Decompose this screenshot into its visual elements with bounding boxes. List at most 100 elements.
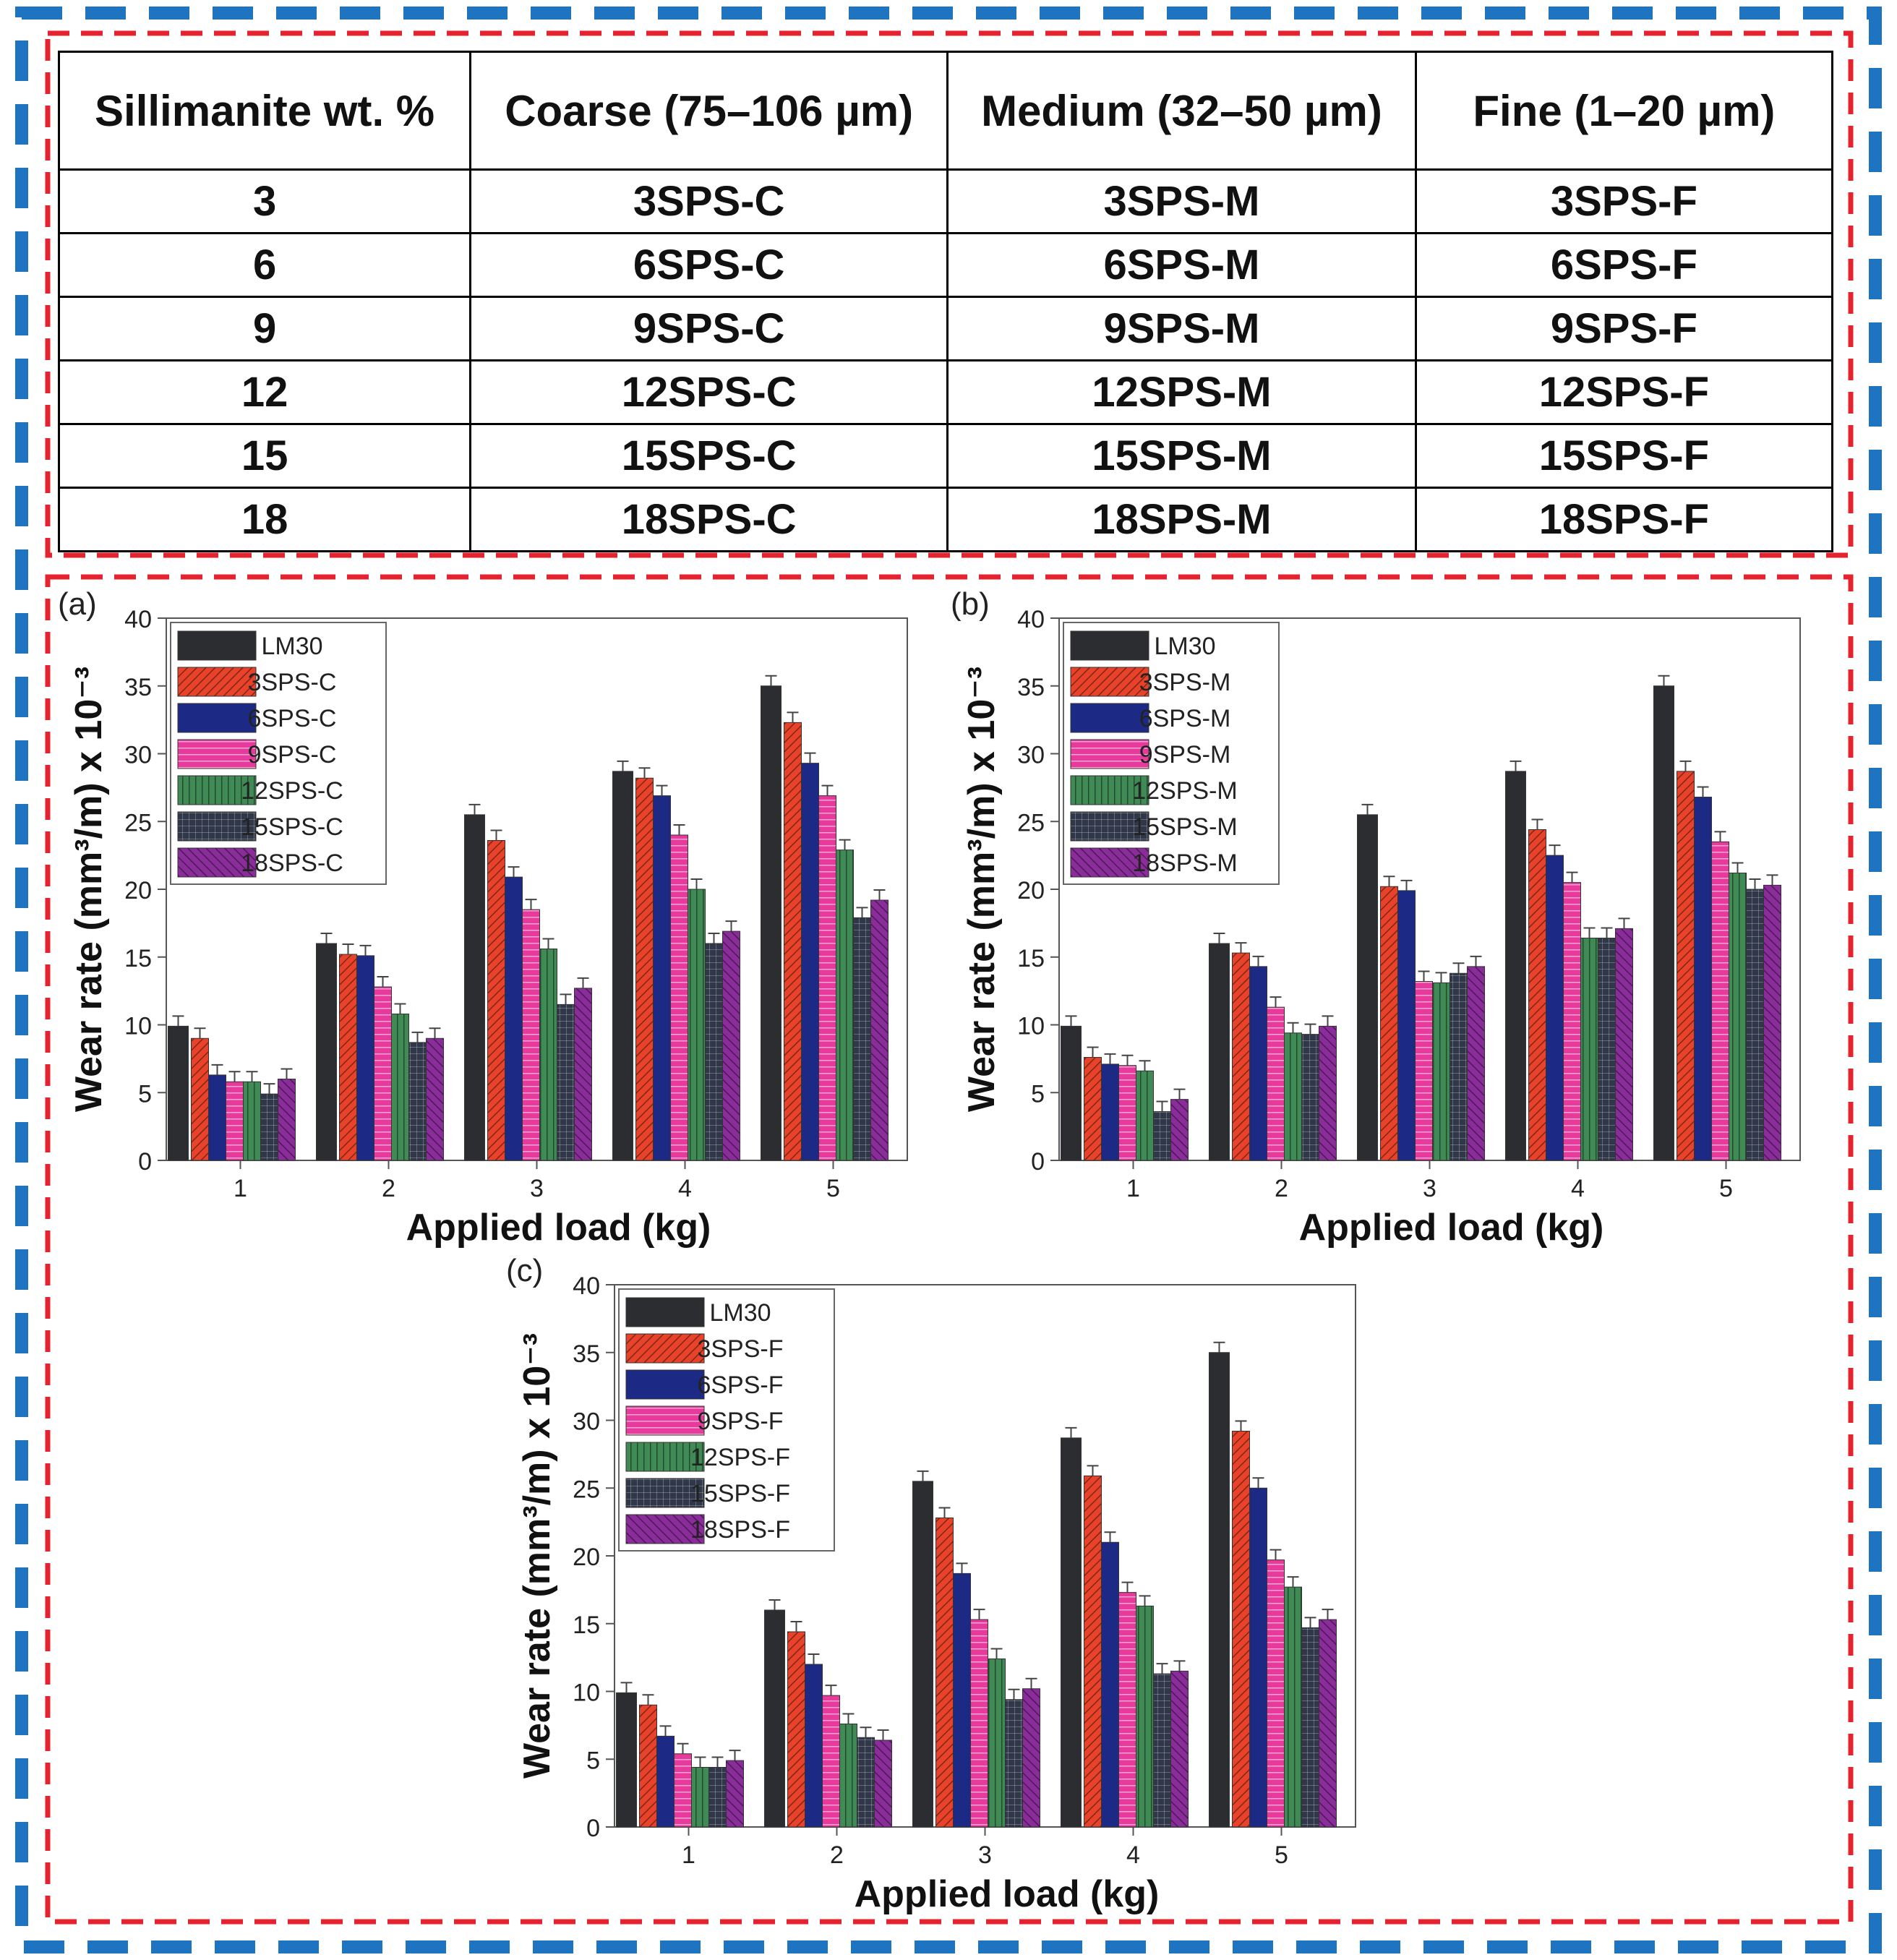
header-medium: Medium (32–50 µm) — [946, 51, 1417, 171]
y-tick-label: 15 — [1017, 945, 1045, 972]
bar — [1319, 1619, 1337, 1828]
header-wt-percent: Sillimanite wt. % — [57, 51, 472, 171]
legend-label: 18SPS-C — [241, 850, 343, 877]
legend-swatch — [177, 703, 257, 733]
table-cell: 3SPS-C — [469, 168, 949, 234]
bar — [1084, 1057, 1102, 1161]
bar — [1118, 1592, 1136, 1828]
legend-label: 12SPS-C — [241, 777, 343, 805]
bar — [1153, 1673, 1171, 1828]
bar — [1653, 685, 1674, 1161]
x-tick-label: 4 — [678, 1175, 692, 1202]
bar — [722, 930, 740, 1161]
bar — [191, 1037, 209, 1161]
legend-swatch — [625, 1478, 705, 1508]
legend-swatch — [625, 1369, 705, 1400]
y-tick-label: 10 — [1017, 1013, 1045, 1040]
table-cell: 15 — [57, 423, 472, 489]
legend-label: LM30 — [1154, 633, 1215, 660]
bar — [1136, 1605, 1154, 1828]
y-tick-label: 5 — [1031, 1080, 1045, 1108]
table-row: 6 6SPS-C 6SPS-M 6SPS-F — [57, 232, 1834, 298]
bar — [764, 1609, 785, 1828]
bar — [935, 1518, 954, 1828]
bar — [870, 899, 888, 1161]
table-row: 18 18SPS-C 18SPS-M 18SPS-F — [57, 487, 1834, 552]
legend-label: 3SPS-F — [697, 1335, 783, 1363]
bar — [1061, 1025, 1082, 1161]
y-tick-label: 25 — [573, 1476, 600, 1503]
bar — [539, 949, 557, 1161]
table-cell: 18SPS-F — [1414, 487, 1834, 552]
legend-swatch — [1070, 703, 1149, 733]
bar — [1209, 943, 1230, 1161]
table-cell: 15SPS-F — [1414, 423, 1834, 489]
table-cell: 9SPS-M — [946, 296, 1417, 361]
y-tick-label: 10 — [124, 1013, 152, 1040]
bar — [1729, 873, 1747, 1161]
legend-label: 6SPS-C — [248, 705, 337, 732]
bar — [1284, 1032, 1302, 1161]
table-cell: 12 — [57, 359, 472, 425]
legend-label: 12SPS-M — [1132, 777, 1238, 805]
panel-label: (b) — [951, 586, 990, 622]
bar — [1301, 1034, 1319, 1161]
bar — [1170, 1099, 1189, 1161]
bar — [1301, 1627, 1319, 1828]
legend-label: 9SPS-F — [697, 1408, 783, 1435]
legend-label: 6SPS-M — [1139, 705, 1231, 732]
bar — [1677, 771, 1695, 1161]
legend-swatch — [1070, 630, 1149, 661]
table-cell: 6 — [57, 232, 472, 298]
y-tick-label: 25 — [1017, 809, 1045, 836]
charts-dashed-border — [45, 574, 1854, 1925]
bar — [1022, 1688, 1040, 1828]
table-row: 15 15SPS-C 15SPS-M 15SPS-F — [57, 423, 1834, 489]
bar — [408, 1042, 427, 1161]
bar — [1397, 890, 1416, 1161]
x-tick-label: 3 — [1423, 1175, 1436, 1202]
bar — [278, 1079, 296, 1161]
table-cell: 3SPS-F — [1414, 168, 1834, 234]
bar — [708, 1767, 727, 1828]
table-cell: 18SPS-C — [469, 487, 949, 552]
legend-label: LM30 — [709, 1299, 771, 1327]
legend-label: 15SPS-F — [690, 1480, 790, 1507]
legend-label: 6SPS-F — [697, 1371, 783, 1399]
legend-swatch — [625, 1297, 705, 1327]
legend-label: LM30 — [261, 633, 322, 660]
bar — [1615, 928, 1633, 1161]
table-cell: 6SPS-F — [1414, 232, 1834, 298]
legend-swatch — [1070, 739, 1149, 769]
x-axis-label: Applied load (kg) — [855, 1873, 1160, 1915]
bar — [1061, 1437, 1082, 1828]
bar — [912, 1481, 933, 1828]
legend-swatch — [625, 1405, 705, 1436]
x-tick-label: 4 — [1126, 1841, 1140, 1869]
legend-swatch — [625, 1442, 705, 1472]
bar — [316, 943, 337, 1161]
bar — [726, 1760, 744, 1828]
bar — [1763, 884, 1781, 1161]
table-row: 12 12SPS-C 12SPS-M 12SPS-F — [57, 359, 1834, 425]
bar — [226, 1081, 244, 1161]
bar — [784, 722, 802, 1161]
bar — [391, 1014, 409, 1161]
bar — [356, 955, 374, 1161]
y-axis-label: Wear rate (mm³/m) x 10⁻³ — [961, 667, 1003, 1112]
table-cell: 9SPS-F — [1414, 296, 1834, 361]
y-tick-label: 35 — [573, 1340, 600, 1368]
table-cell: 15SPS-M — [946, 423, 1417, 489]
y-tick-label: 40 — [573, 1272, 600, 1300]
x-axis-label: Applied load (kg) — [1299, 1207, 1604, 1249]
bar — [487, 840, 505, 1161]
bar — [1284, 1586, 1302, 1828]
bar — [670, 834, 688, 1161]
table-cell: 3SPS-M — [946, 168, 1417, 234]
legend-label: 18SPS-M — [1132, 850, 1238, 877]
bar — [1267, 1006, 1285, 1161]
bar — [839, 1724, 857, 1828]
sample-designation-table-container: Sillimanite wt. % Coarse (75–106 µm) Med… — [57, 51, 1834, 552]
